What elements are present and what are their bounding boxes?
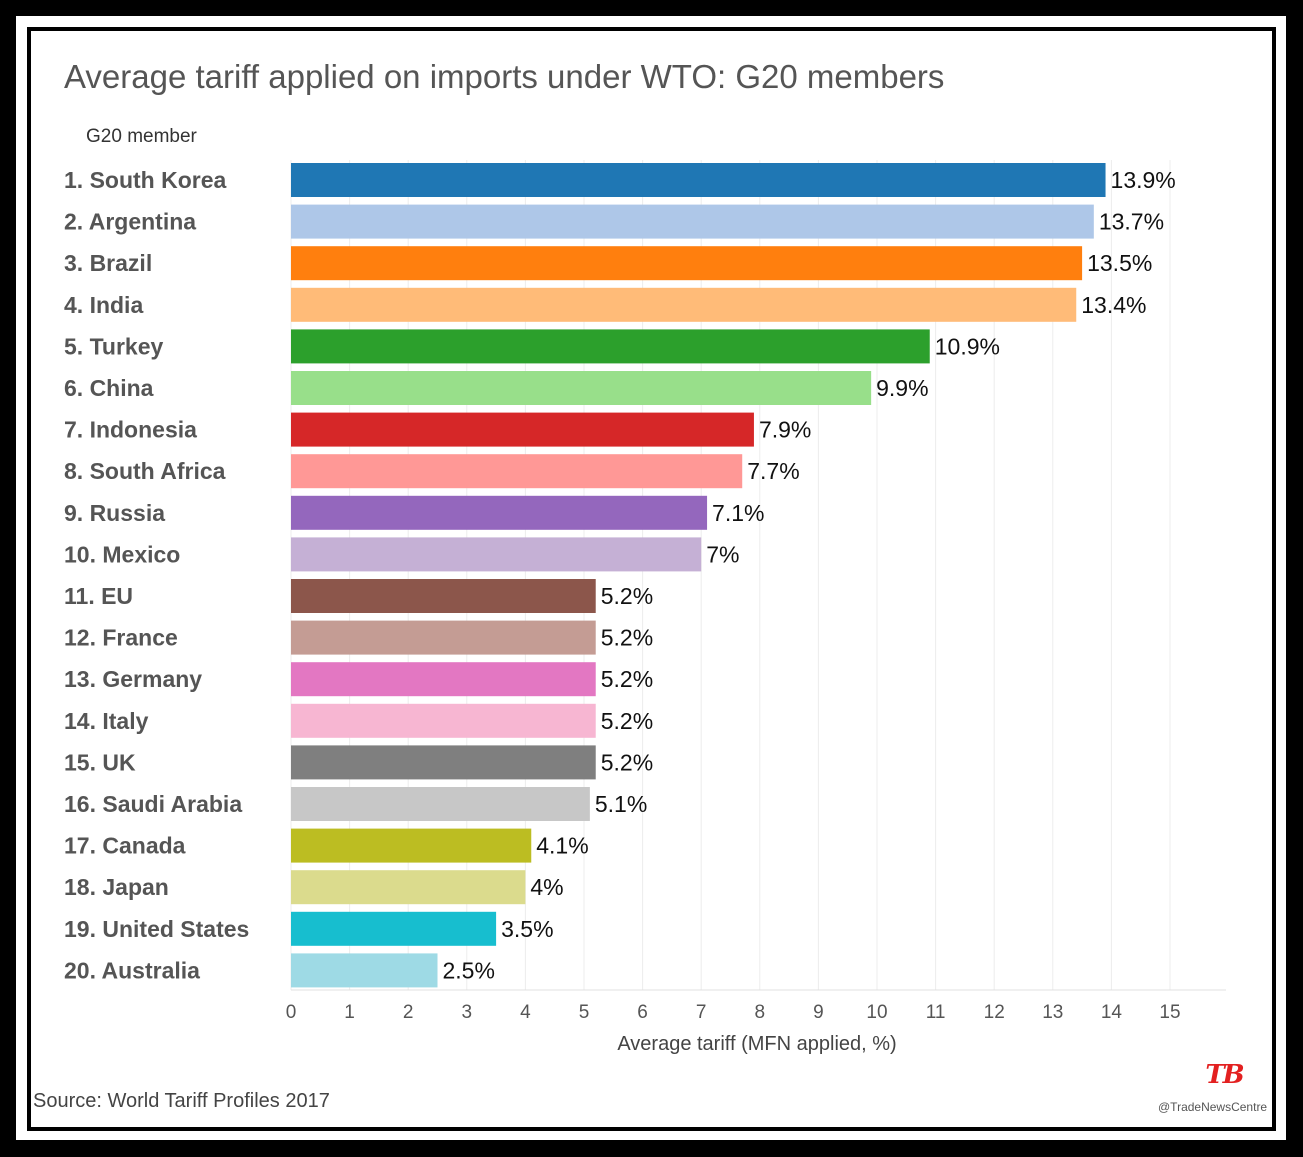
category-label: 20. Australia bbox=[64, 957, 200, 983]
category-label: 19. United States bbox=[64, 916, 249, 942]
category-axis-label: G20 member bbox=[86, 126, 197, 147]
source-note: Source: World Tariff Profiles 2017 bbox=[33, 1090, 330, 1112]
data-label: 4% bbox=[530, 874, 563, 900]
bar bbox=[291, 371, 872, 405]
bar bbox=[291, 787, 590, 821]
data-label: 7% bbox=[706, 541, 739, 567]
bar bbox=[291, 579, 596, 613]
bar bbox=[291, 287, 1077, 322]
x-tick-label: 15 bbox=[1159, 1002, 1180, 1023]
twitter-handle: @TradeNewsCentre bbox=[1158, 1100, 1268, 1114]
data-label: 5.2% bbox=[601, 583, 653, 609]
data-label: 5.2% bbox=[601, 625, 653, 651]
bar bbox=[291, 620, 596, 655]
x-tick-label: 14 bbox=[1101, 1002, 1123, 1023]
bar bbox=[291, 246, 1083, 281]
x-tick-label: 6 bbox=[637, 1002, 648, 1023]
logo-text: TB bbox=[1205, 1060, 1244, 1090]
data-label: 5.2% bbox=[601, 708, 653, 734]
data-label: 7.7% bbox=[747, 458, 799, 484]
data-label: 9.9% bbox=[876, 375, 928, 401]
x-tick-label: 7 bbox=[696, 1002, 707, 1023]
category-label: 9. Russia bbox=[64, 500, 165, 526]
chart-title: Average tariff applied on imports under … bbox=[64, 58, 945, 95]
data-label: 5.1% bbox=[595, 791, 647, 817]
bar bbox=[291, 953, 438, 988]
x-tick-label: 9 bbox=[813, 1002, 824, 1023]
category-label: 11. EU bbox=[64, 583, 133, 609]
data-label: 13.4% bbox=[1081, 292, 1146, 318]
bar bbox=[291, 412, 754, 447]
category-label: 12. France bbox=[64, 625, 178, 651]
category-label: 3. Brazil bbox=[64, 250, 152, 276]
x-axis-ticks: 0 1 2 3 4 5 6 7 8 9 10 11 12 13 14 15 bbox=[286, 1002, 1181, 1023]
category-label: 13. Germany bbox=[64, 666, 202, 692]
bar bbox=[291, 329, 930, 364]
x-tick-label: 10 bbox=[866, 1002, 887, 1023]
data-label: 13.5% bbox=[1087, 250, 1152, 276]
category-label: 4. India bbox=[64, 292, 143, 318]
x-tick-label: 2 bbox=[403, 1002, 414, 1023]
category-label: 1. South Korea bbox=[64, 167, 227, 193]
category-label: 5. Turkey bbox=[64, 333, 163, 359]
bar bbox=[291, 537, 702, 572]
bar bbox=[291, 703, 596, 738]
bar bbox=[291, 911, 497, 946]
category-label: 6. China bbox=[64, 375, 154, 401]
category-label: 10. Mexico bbox=[64, 541, 180, 567]
data-label: 3.5% bbox=[501, 916, 553, 942]
category-label: 18. Japan bbox=[64, 874, 169, 900]
data-label: 13.9% bbox=[1111, 167, 1176, 193]
x-axis-label: Average tariff (MFN applied, %) bbox=[617, 1033, 896, 1055]
x-tick-label: 4 bbox=[520, 1002, 531, 1023]
x-tick-label: 0 bbox=[286, 1002, 297, 1023]
category-label: 7. Indonesia bbox=[64, 417, 197, 443]
data-label: 5.2% bbox=[601, 749, 653, 775]
x-tick-label: 12 bbox=[984, 1002, 1005, 1023]
value-labels: 13.9% 13.7% 13.5% 13.4% 10.9% 9.9% 7.9% 7.7% 7.1… bbox=[443, 167, 1176, 983]
x-tick-label: 8 bbox=[755, 1002, 766, 1023]
data-label: 7.1% bbox=[712, 500, 764, 526]
x-tick-label: 3 bbox=[462, 1002, 473, 1023]
bar bbox=[291, 454, 743, 489]
category-label: 15. UK bbox=[64, 749, 136, 775]
x-tick-label: 13 bbox=[1042, 1002, 1063, 1023]
gridlines bbox=[290, 160, 1226, 991]
data-label: 4.1% bbox=[536, 833, 588, 859]
category-labels: 1. South Korea 2. Argentina 3. Brazil 4. In… bbox=[64, 167, 249, 983]
data-label: 5.2% bbox=[601, 666, 653, 692]
category-label: 8. South Africa bbox=[64, 458, 226, 484]
x-tick-label: 1 bbox=[344, 1002, 355, 1023]
bar bbox=[291, 662, 596, 697]
bars bbox=[291, 163, 1106, 988]
category-label: 17. Canada bbox=[64, 833, 186, 859]
data-label: 2.5% bbox=[443, 957, 495, 983]
bar bbox=[291, 163, 1106, 197]
data-label: 10.9% bbox=[935, 333, 1000, 359]
x-tick-label: 5 bbox=[579, 1002, 590, 1023]
bar bbox=[291, 828, 532, 863]
data-label: 13.7% bbox=[1099, 209, 1164, 235]
x-tick-label: 11 bbox=[926, 1002, 946, 1023]
tb-logo: TB bbox=[1196, 1060, 1252, 1090]
bar bbox=[291, 495, 708, 530]
bar bbox=[291, 745, 596, 780]
category-label: 2. Argentina bbox=[64, 209, 196, 235]
bar bbox=[291, 204, 1094, 239]
category-label: 14. Italy bbox=[64, 708, 149, 734]
bar bbox=[291, 870, 526, 905]
category-label: 16. Saudi Arabia bbox=[64, 791, 242, 817]
data-label: 7.9% bbox=[759, 417, 811, 443]
